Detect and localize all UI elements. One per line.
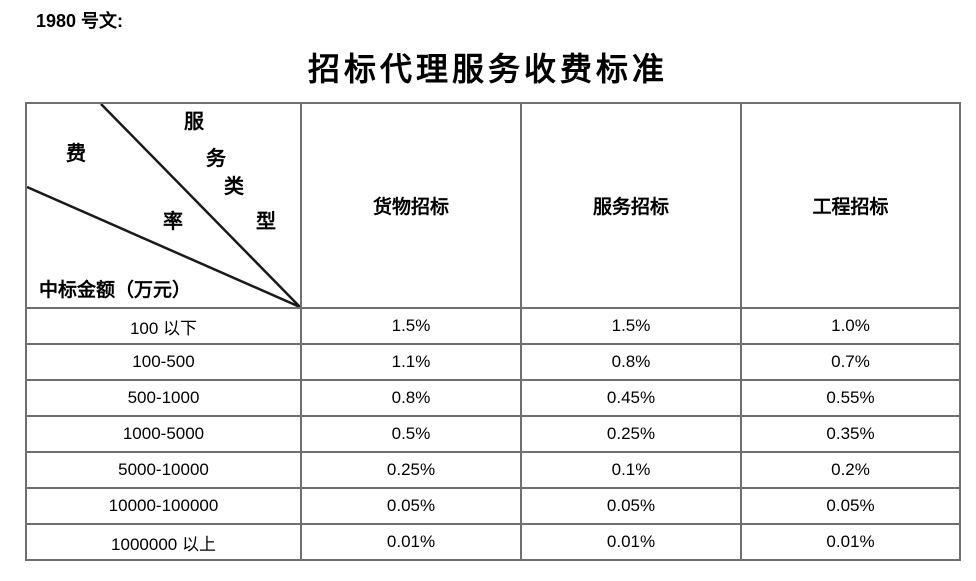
diagonal-header-cell: 服 务 类 型 费 率 中标金额（万元）	[25, 102, 302, 309]
rate-cell: 1.0%	[740, 307, 961, 345]
amount-cell: 1000-5000	[25, 415, 302, 453]
rate-cell: 0.45%	[520, 379, 742, 417]
rate-cell: 1.5%	[300, 307, 522, 345]
table-row: 10000-100000 0.05% 0.05% 0.05%	[25, 487, 961, 525]
header-row: 服 务 类 型 费 率 中标金额（万元） 货物招标 服务招标 工程招标	[25, 102, 961, 309]
fee-rate-char-icon: 费	[66, 143, 86, 165]
rate-cell: 1.1%	[300, 343, 522, 381]
service-type-char-icon: 类	[224, 176, 244, 198]
rate-cell: 0.2%	[740, 451, 961, 489]
amount-cell: 10000-100000	[25, 487, 302, 525]
rate-cell: 0.05%	[520, 487, 742, 525]
rate-cell: 0.35%	[740, 415, 961, 453]
table-row: 100 以下 1.5% 1.5% 1.0%	[25, 307, 961, 345]
column-header-engineering: 工程招标	[740, 102, 961, 309]
table-row: 1000-5000 0.5% 0.25% 0.35%	[25, 415, 961, 453]
amount-cell: 500-1000	[25, 379, 302, 417]
amount-axis-label: 中标金额（万元）	[39, 280, 192, 301]
rate-cell: 0.8%	[300, 379, 522, 417]
rate-cell: 0.05%	[740, 487, 961, 525]
diagonal-lines	[27, 104, 300, 307]
table-row: 5000-10000 0.25% 0.1% 0.2%	[25, 451, 961, 489]
amount-cell: 1000000 以上	[25, 523, 302, 561]
fee-rate-char-icon: 率	[163, 211, 183, 233]
rate-cell: 0.01%	[300, 523, 522, 561]
rate-cell: 0.25%	[520, 415, 742, 453]
amount-cell: 100-500	[25, 343, 302, 381]
rate-cell: 0.7%	[740, 343, 961, 381]
rate-cell: 0.01%	[740, 523, 961, 561]
rate-cell: 0.25%	[300, 451, 522, 489]
rate-cell: 1.5%	[520, 307, 742, 345]
rate-cell: 0.55%	[740, 379, 961, 417]
table-row: 100-500 1.1% 0.8% 0.7%	[25, 343, 961, 381]
column-header-goods: 货物招标	[300, 102, 522, 309]
page-title: 招标代理服务收费标准	[307, 51, 668, 87]
amount-cell: 5000-10000	[25, 451, 302, 489]
rate-cell: 0.5%	[300, 415, 522, 453]
column-header-service: 服务招标	[520, 102, 742, 309]
rate-cell: 0.8%	[520, 343, 742, 381]
rate-cell: 0.01%	[520, 523, 742, 561]
service-type-char-icon: 型	[256, 211, 276, 233]
fee-standard-table: 服 务 类 型 费 率 中标金额（万元） 货物招标 服务招标 工程招标 100 …	[25, 102, 961, 561]
table-row: 500-1000 0.8% 0.45% 0.55%	[25, 379, 961, 417]
amount-cell: 100 以下	[25, 307, 302, 345]
doc-number-label: 1980 号文:	[36, 11, 124, 31]
rate-cell: 0.05%	[300, 487, 522, 525]
service-type-char-icon: 服	[184, 111, 204, 133]
service-type-char-icon: 务	[206, 148, 226, 170]
rate-cell: 0.1%	[520, 451, 742, 489]
table-row: 1000000 以上 0.01% 0.01% 0.01%	[25, 523, 961, 561]
